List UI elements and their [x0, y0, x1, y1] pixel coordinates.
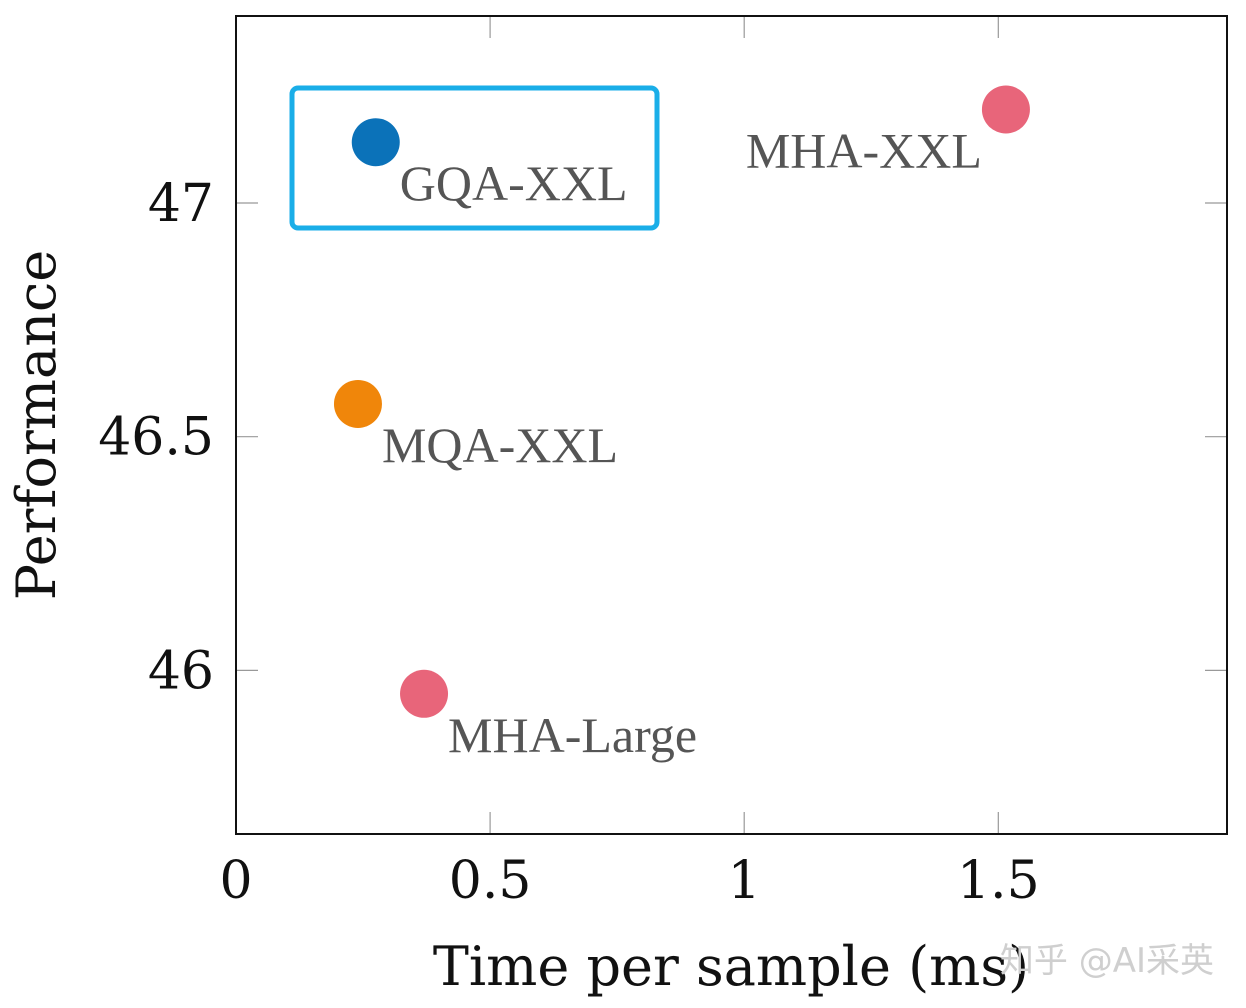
x-tick-label: 0: [219, 851, 252, 911]
y-tick-label: 46: [148, 641, 214, 701]
data-point-label: GQA-XXL: [400, 155, 628, 211]
x-tick-labels: 0 0.5 1 1.5: [219, 851, 1039, 911]
x-tick-label: 0.5: [449, 851, 532, 911]
data-point: [351, 118, 400, 167]
plot-frame: [235, 15, 1228, 835]
x-tick-label: 1: [728, 851, 761, 911]
watermark: 知乎 @AI采英: [1000, 941, 1214, 981]
data-point: [333, 379, 382, 428]
data-point: [981, 85, 1030, 134]
data-point-label: MQA-XXL: [382, 417, 618, 473]
data-point: [400, 669, 449, 718]
x-tick-label: 1.5: [957, 851, 1040, 911]
y-axis-label: Performance: [5, 250, 68, 600]
y-tick-label: 47: [148, 174, 214, 234]
y-tick-label: 46.5: [98, 408, 214, 468]
data-point-label: MHA-XXL: [746, 122, 982, 178]
data-points: GQA-XXL MHA-XXL MQA-XXL MHA-Large: [333, 85, 1030, 763]
highlight-box: [289, 85, 660, 231]
data-point-label: MHA-Large: [448, 707, 697, 763]
x-axis-label: Time per sample (ms): [433, 935, 1029, 998]
axis-ticks: [235, 16, 1227, 834]
y-tick-labels: 46 46.5 47: [98, 174, 214, 701]
